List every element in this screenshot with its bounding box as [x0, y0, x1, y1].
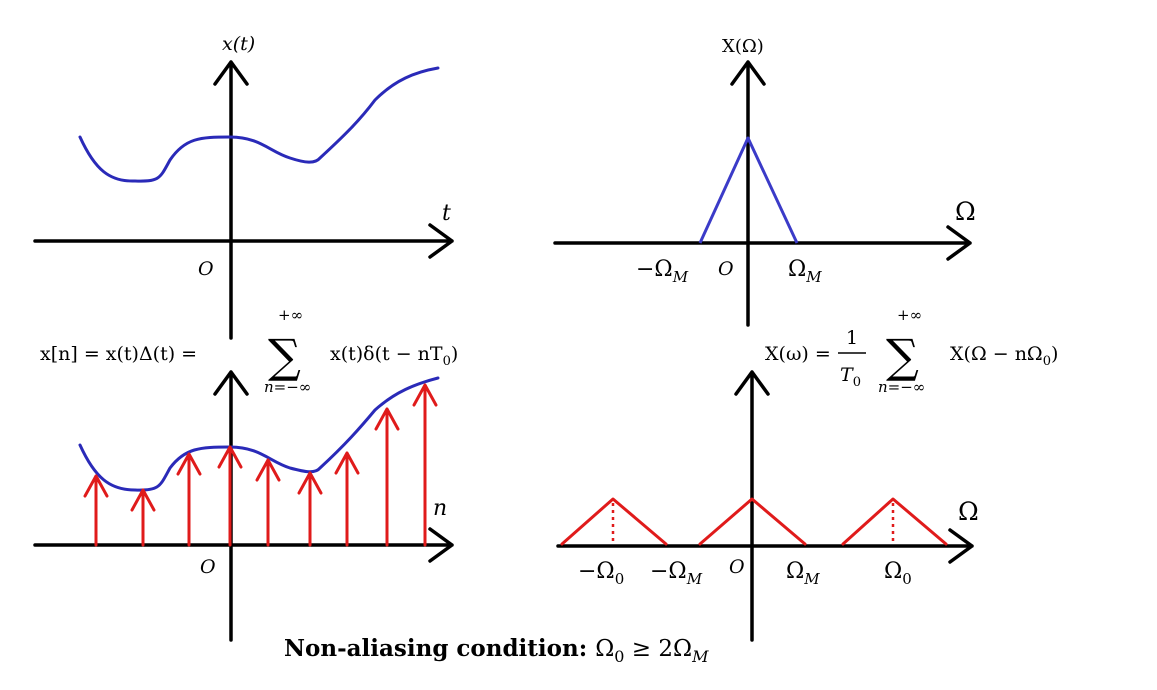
sampled-formula-rhs: x(t)δ(t − nT0)	[330, 343, 458, 369]
sampled-impulses	[83, 383, 438, 547]
periodic-x-axis	[556, 528, 974, 564]
panel-periodic-spectrum: X(ω) = 1 T0 +∞ ∑ n=−∞ X(Ω − nΩ0) Ω O −Ω0…	[556, 306, 1058, 642]
impulse-arrow	[217, 445, 243, 547]
panel-time-signal: x(t) t O	[33, 33, 454, 340]
sampled-formula-lhs: x[n] = x(t)Δ(t) =	[40, 343, 197, 365]
periodic-tick-omega0: Ω0	[884, 559, 912, 588]
periodic-y-axis	[734, 370, 770, 642]
spectrum-y-axis	[730, 60, 766, 327]
spectrum-x-axis	[553, 225, 972, 261]
periodic-sum-symbol: ∑	[886, 329, 919, 383]
periodic-origin-label: O	[729, 556, 745, 578]
periodic-tick-omegaM: ΩM	[786, 559, 820, 588]
periodic-sum-bottom: n=−∞	[878, 378, 925, 396]
non-aliasing-condition: Non-aliasing condition: Ω0 ≥ 2ΩM	[284, 635, 709, 666]
sampled-sum-bottom: n=−∞	[264, 378, 311, 396]
replica-left	[560, 497, 668, 546]
time-y-axis	[213, 60, 249, 340]
spectrum-triangle	[698, 136, 799, 244]
impulse-arrow	[83, 474, 109, 547]
periodic-formula-rhs: X(Ω − nΩ0)	[950, 343, 1058, 369]
replica-center	[698, 497, 807, 546]
spectrum-neg-band-label: −ΩM	[636, 257, 689, 286]
time-origin-label: O	[198, 258, 214, 280]
impulse-arrow	[130, 488, 156, 547]
periodic-frac-num: 1	[846, 327, 858, 349]
sampled-signal-curve	[78, 376, 440, 492]
spectrum-pos-band-label: ΩM	[788, 257, 822, 286]
spectrum-origin-label: O	[718, 258, 734, 280]
periodic-sum-top: +∞	[897, 306, 922, 324]
periodic-x-axis-label: Ω	[958, 497, 979, 526]
sampled-sum-top: +∞	[278, 306, 303, 324]
spectrum-x-axis-label: Ω	[955, 197, 976, 226]
impulse-arrow	[374, 407, 400, 547]
spectrum-y-axis-label: X(Ω)	[722, 36, 764, 57]
panel-spectrum: X(Ω) Ω O −ΩM ΩM	[553, 36, 976, 327]
periodic-frac-den: T0	[840, 364, 861, 390]
time-signal-curve	[78, 66, 440, 183]
time-x-axis-label: t	[442, 201, 451, 226]
impulse-arrow	[412, 383, 438, 547]
sampled-origin-label: O	[200, 556, 216, 578]
impulse-arrow	[297, 471, 323, 547]
time-y-axis-label: x(t)	[222, 33, 255, 55]
time-x-axis	[33, 223, 454, 259]
sampled-x-axis-label: n	[433, 496, 447, 521]
impulse-arrow	[334, 451, 360, 547]
impulse-arrow	[176, 452, 202, 547]
periodic-formula-lhs: X(ω) =	[765, 343, 831, 365]
sampled-sum-symbol: ∑	[268, 329, 301, 383]
sampled-x-axis	[33, 527, 454, 563]
periodic-tick-neg-omegaM: −ΩM	[650, 559, 703, 588]
replica-right	[841, 497, 948, 546]
panel-sampled-signal: x[n] = x(t)Δ(t) = +∞ ∑ n=−∞ x(t)δ(t − nT…	[33, 306, 458, 642]
impulse-arrow	[255, 458, 281, 547]
periodic-tick-neg-omega0: −Ω0	[578, 559, 624, 588]
